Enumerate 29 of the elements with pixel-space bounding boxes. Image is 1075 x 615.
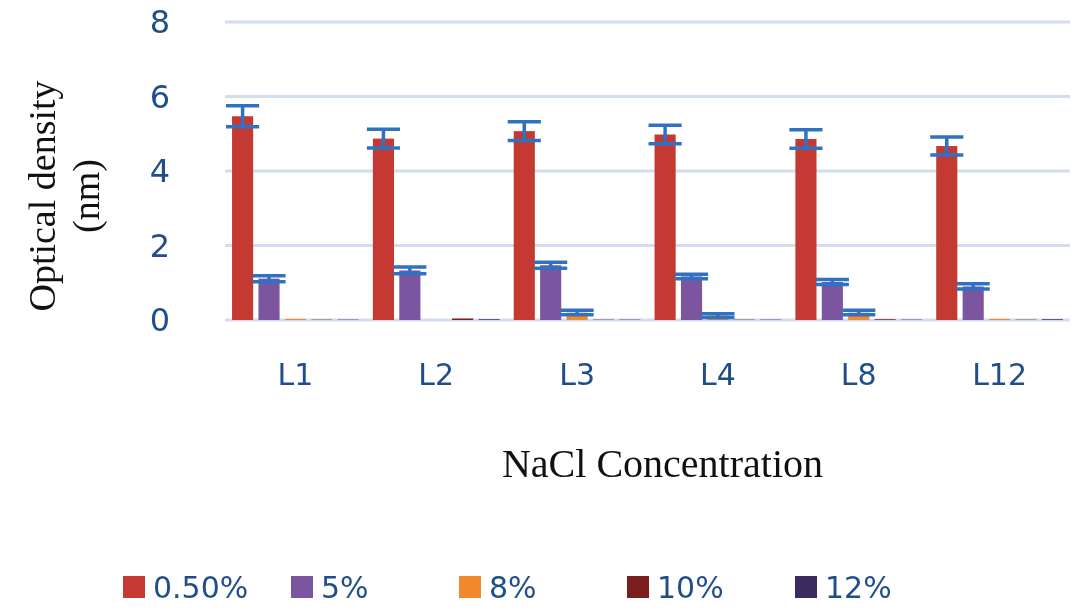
x-tick-label: L8 <box>840 357 877 392</box>
bar <box>936 146 958 320</box>
y-tick-label: 0 <box>149 301 170 340</box>
legend-label: 5% <box>321 570 369 605</box>
x-tick-label: L3 <box>559 357 595 392</box>
bar <box>795 138 817 320</box>
legend-label: 0.50% <box>153 570 249 605</box>
x-tick-label: L2 <box>418 357 455 392</box>
bar <box>258 278 280 320</box>
x-tick-label: L4 <box>700 357 736 392</box>
x-axis-title: NaCl Concentration <box>501 441 824 486</box>
y-axis-title: Optical density (nm) <box>21 80 108 312</box>
legend-label: 10% <box>657 570 724 605</box>
legend-label: 12% <box>825 570 892 605</box>
y-tick-label: 2 <box>149 226 170 265</box>
legend-label: 8% <box>489 570 537 605</box>
bar <box>654 134 676 320</box>
y-tick-label: 6 <box>149 77 170 116</box>
bar <box>232 116 254 320</box>
bar <box>513 131 535 320</box>
bar <box>821 282 843 320</box>
y-tick-label: 4 <box>149 152 170 191</box>
y-tick-label: 8 <box>149 3 170 42</box>
x-tick-label: L1 <box>277 357 314 392</box>
bar <box>540 265 562 320</box>
x-tick-label: L12 <box>972 357 1028 392</box>
bar <box>372 138 394 320</box>
bar <box>399 270 421 320</box>
bar <box>680 276 703 320</box>
